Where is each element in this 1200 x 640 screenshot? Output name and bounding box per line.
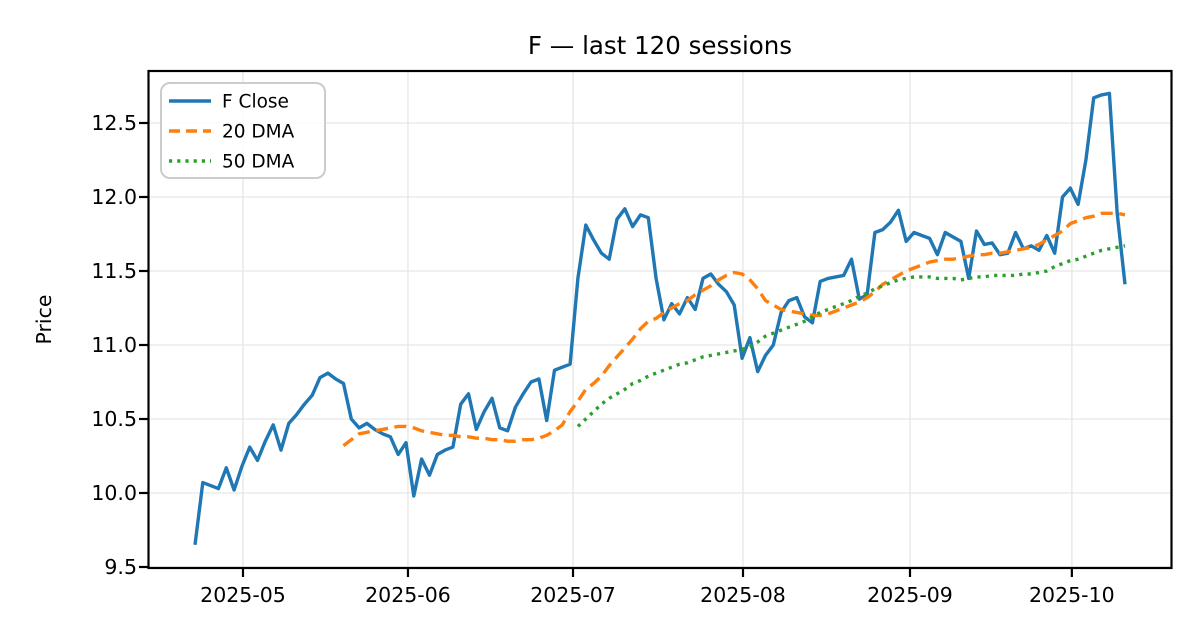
tick-layer: 2025-05 2025-06 2025-07 2025-08 2025-09 2025-… <box>91 111 1114 607</box>
x-tick-label: 2025-06 <box>365 583 451 607</box>
series-layer <box>193 91 1127 546</box>
x-tick-label: 2025-10 <box>1029 583 1115 607</box>
y-tick-label: 9.5 <box>104 555 137 579</box>
series-line-50-dma <box>576 244 1126 428</box>
grid-layer <box>148 71 1172 568</box>
y-tick-label: 10.5 <box>91 407 137 431</box>
y-tick-label: 10.0 <box>91 481 137 505</box>
series-line-20-dma <box>342 211 1126 447</box>
x-tick-label: 2025-08 <box>700 583 786 607</box>
axes-frame <box>147 69 1173 570</box>
legend-label-f-close: F Close <box>222 92 289 113</box>
legend-item-50dma: 50 DMA <box>169 152 295 173</box>
series-line-f-close <box>193 91 1127 546</box>
legend: F Close 20 DMA 50 DMA <box>160 82 326 179</box>
x-tick-label: 2025-07 <box>530 583 616 607</box>
x-tick-label: 2025-05 <box>200 583 286 607</box>
y-tick-label: 12.5 <box>91 111 137 135</box>
chart-title: F — last 120 sessions <box>528 31 792 60</box>
legend-item-f-close: F Close <box>169 92 289 113</box>
x-tick-label: 2025-09 <box>867 583 953 607</box>
y-tick-label: 11.0 <box>91 333 137 357</box>
y-tick-label: 12.0 <box>91 185 137 209</box>
legend-label-50dma: 50 DMA <box>222 152 295 173</box>
legend-item-20dma: 20 DMA <box>169 122 295 143</box>
legend-box <box>160 82 326 179</box>
y-axis-label: Price <box>32 294 56 344</box>
y-tick-label: 11.5 <box>91 259 137 283</box>
legend-label-20dma: 20 DMA <box>222 122 295 143</box>
